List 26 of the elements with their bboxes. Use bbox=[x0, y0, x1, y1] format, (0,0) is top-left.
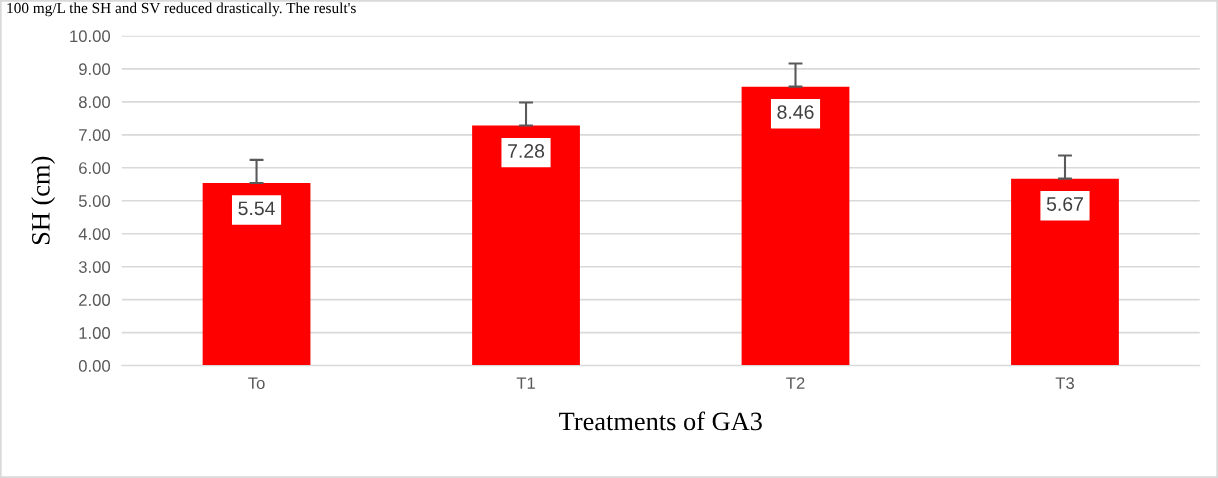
x-tick-label: To bbox=[248, 377, 265, 390]
y-tick-label: 9.00 bbox=[79, 63, 111, 76]
x-tick-label: T1 bbox=[516, 377, 535, 389]
text: 100 mg/L the SH and SV reduced drastically. The result's bbox=[7, 2, 356, 17]
bar bbox=[202, 182, 311, 366]
y-tick-label: 10.00 bbox=[70, 30, 111, 43]
bar bbox=[472, 125, 580, 366]
y-tick-label: 3.00 bbox=[78, 261, 111, 273]
data-label: 8.46 bbox=[777, 105, 814, 119]
data-label: 7.28 bbox=[508, 144, 545, 158]
y-tick-label: 0.00 bbox=[78, 360, 111, 372]
data-label: 5.54 bbox=[238, 201, 275, 216]
y-tick-label: 5.00 bbox=[78, 195, 111, 207]
y-tick-label: 7.00 bbox=[79, 129, 111, 141]
bar bbox=[741, 86, 850, 366]
x-tick-label: T2 bbox=[786, 377, 805, 389]
bar bbox=[1011, 178, 1119, 366]
x-tick-label: T3 bbox=[1055, 377, 1074, 390]
y-tick-label: 2.00 bbox=[79, 294, 111, 306]
y-tick-label: 4.00 bbox=[78, 228, 111, 240]
y-axis-title: SH (cm) bbox=[31, 156, 56, 245]
x-axis-title: Treatments of GA3 bbox=[559, 411, 762, 431]
y-tick-label: 6.00 bbox=[79, 162, 111, 174]
y-tick-label: 8.00 bbox=[78, 96, 111, 109]
y-tick-label: 1.00 bbox=[79, 327, 111, 339]
data-label: 5.67 bbox=[1046, 197, 1083, 211]
